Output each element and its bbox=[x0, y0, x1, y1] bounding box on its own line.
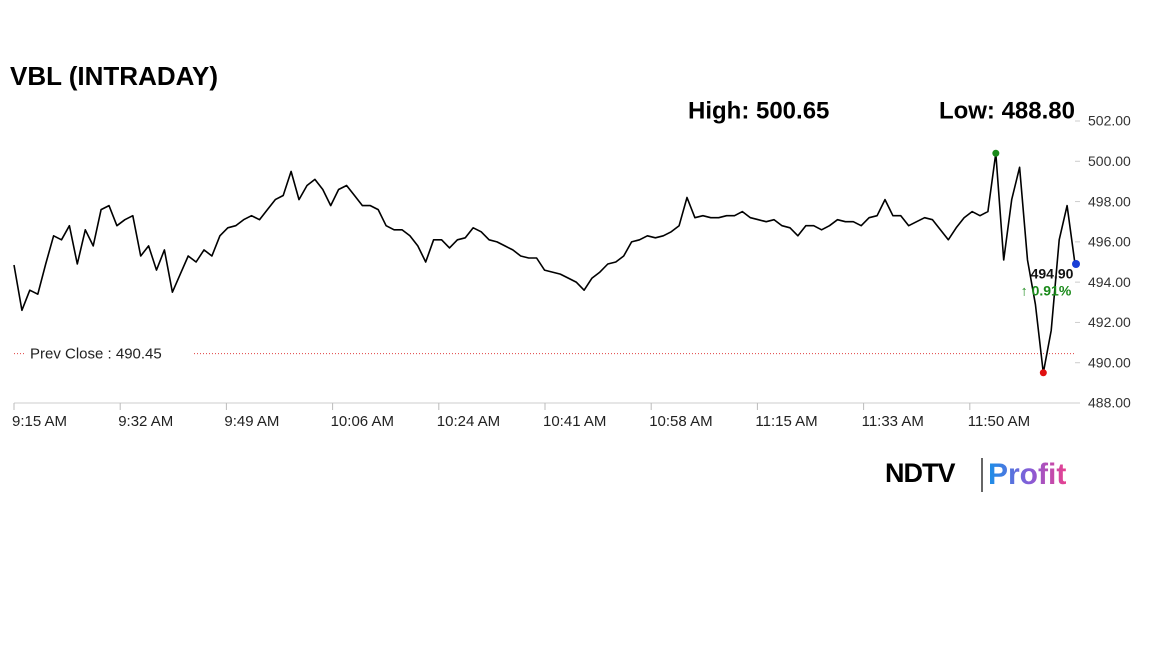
y-tick-label: 492.00 bbox=[1088, 314, 1131, 330]
last-price-label: 494.90 bbox=[1031, 266, 1074, 282]
x-tick-label: 9:49 AM bbox=[224, 413, 279, 430]
x-tick-label: 10:24 AM bbox=[437, 413, 500, 430]
high-dot bbox=[992, 149, 1000, 157]
x-tick-label: 11:50 AM bbox=[968, 413, 1030, 430]
change-label: ↑ 0.91% bbox=[1021, 283, 1072, 299]
y-tick-label: 496.00 bbox=[1088, 234, 1131, 250]
y-tick-label: 500.00 bbox=[1088, 153, 1131, 169]
brand-name: NDTV bbox=[885, 458, 955, 488]
y-tick-label: 490.00 bbox=[1088, 354, 1131, 370]
y-tick-label: 502.00 bbox=[1088, 113, 1131, 129]
y-tick-label: 488.00 bbox=[1088, 395, 1131, 411]
x-tick-label: 11:15 AM bbox=[755, 413, 817, 430]
x-tick-label: 10:06 AM bbox=[331, 413, 394, 430]
high-text: High: 500.65 bbox=[688, 97, 829, 124]
brand-product: Profit bbox=[988, 458, 1066, 491]
x-tick-label: 9:15 AM bbox=[12, 413, 67, 430]
price-line bbox=[13, 152, 1076, 374]
x-tick-label: 9:32 AM bbox=[118, 413, 173, 430]
y-tick-label: 494.00 bbox=[1088, 274, 1131, 290]
x-tick-label: 10:41 AM bbox=[543, 413, 606, 430]
chart-title: VBL (INTRADAY) bbox=[10, 61, 218, 91]
x-tick-label: 10:58 AM bbox=[649, 413, 712, 430]
prev-close-label: Prev Close : 490.45 bbox=[30, 346, 162, 363]
prev-close-bg bbox=[26, 343, 194, 364]
low-text: Low: 488.80 bbox=[939, 97, 1075, 124]
low-dot bbox=[1039, 369, 1047, 377]
y-tick-label: 498.00 bbox=[1088, 193, 1131, 209]
x-tick-label: 11:33 AM bbox=[862, 413, 924, 430]
last-dot bbox=[1072, 260, 1080, 269]
